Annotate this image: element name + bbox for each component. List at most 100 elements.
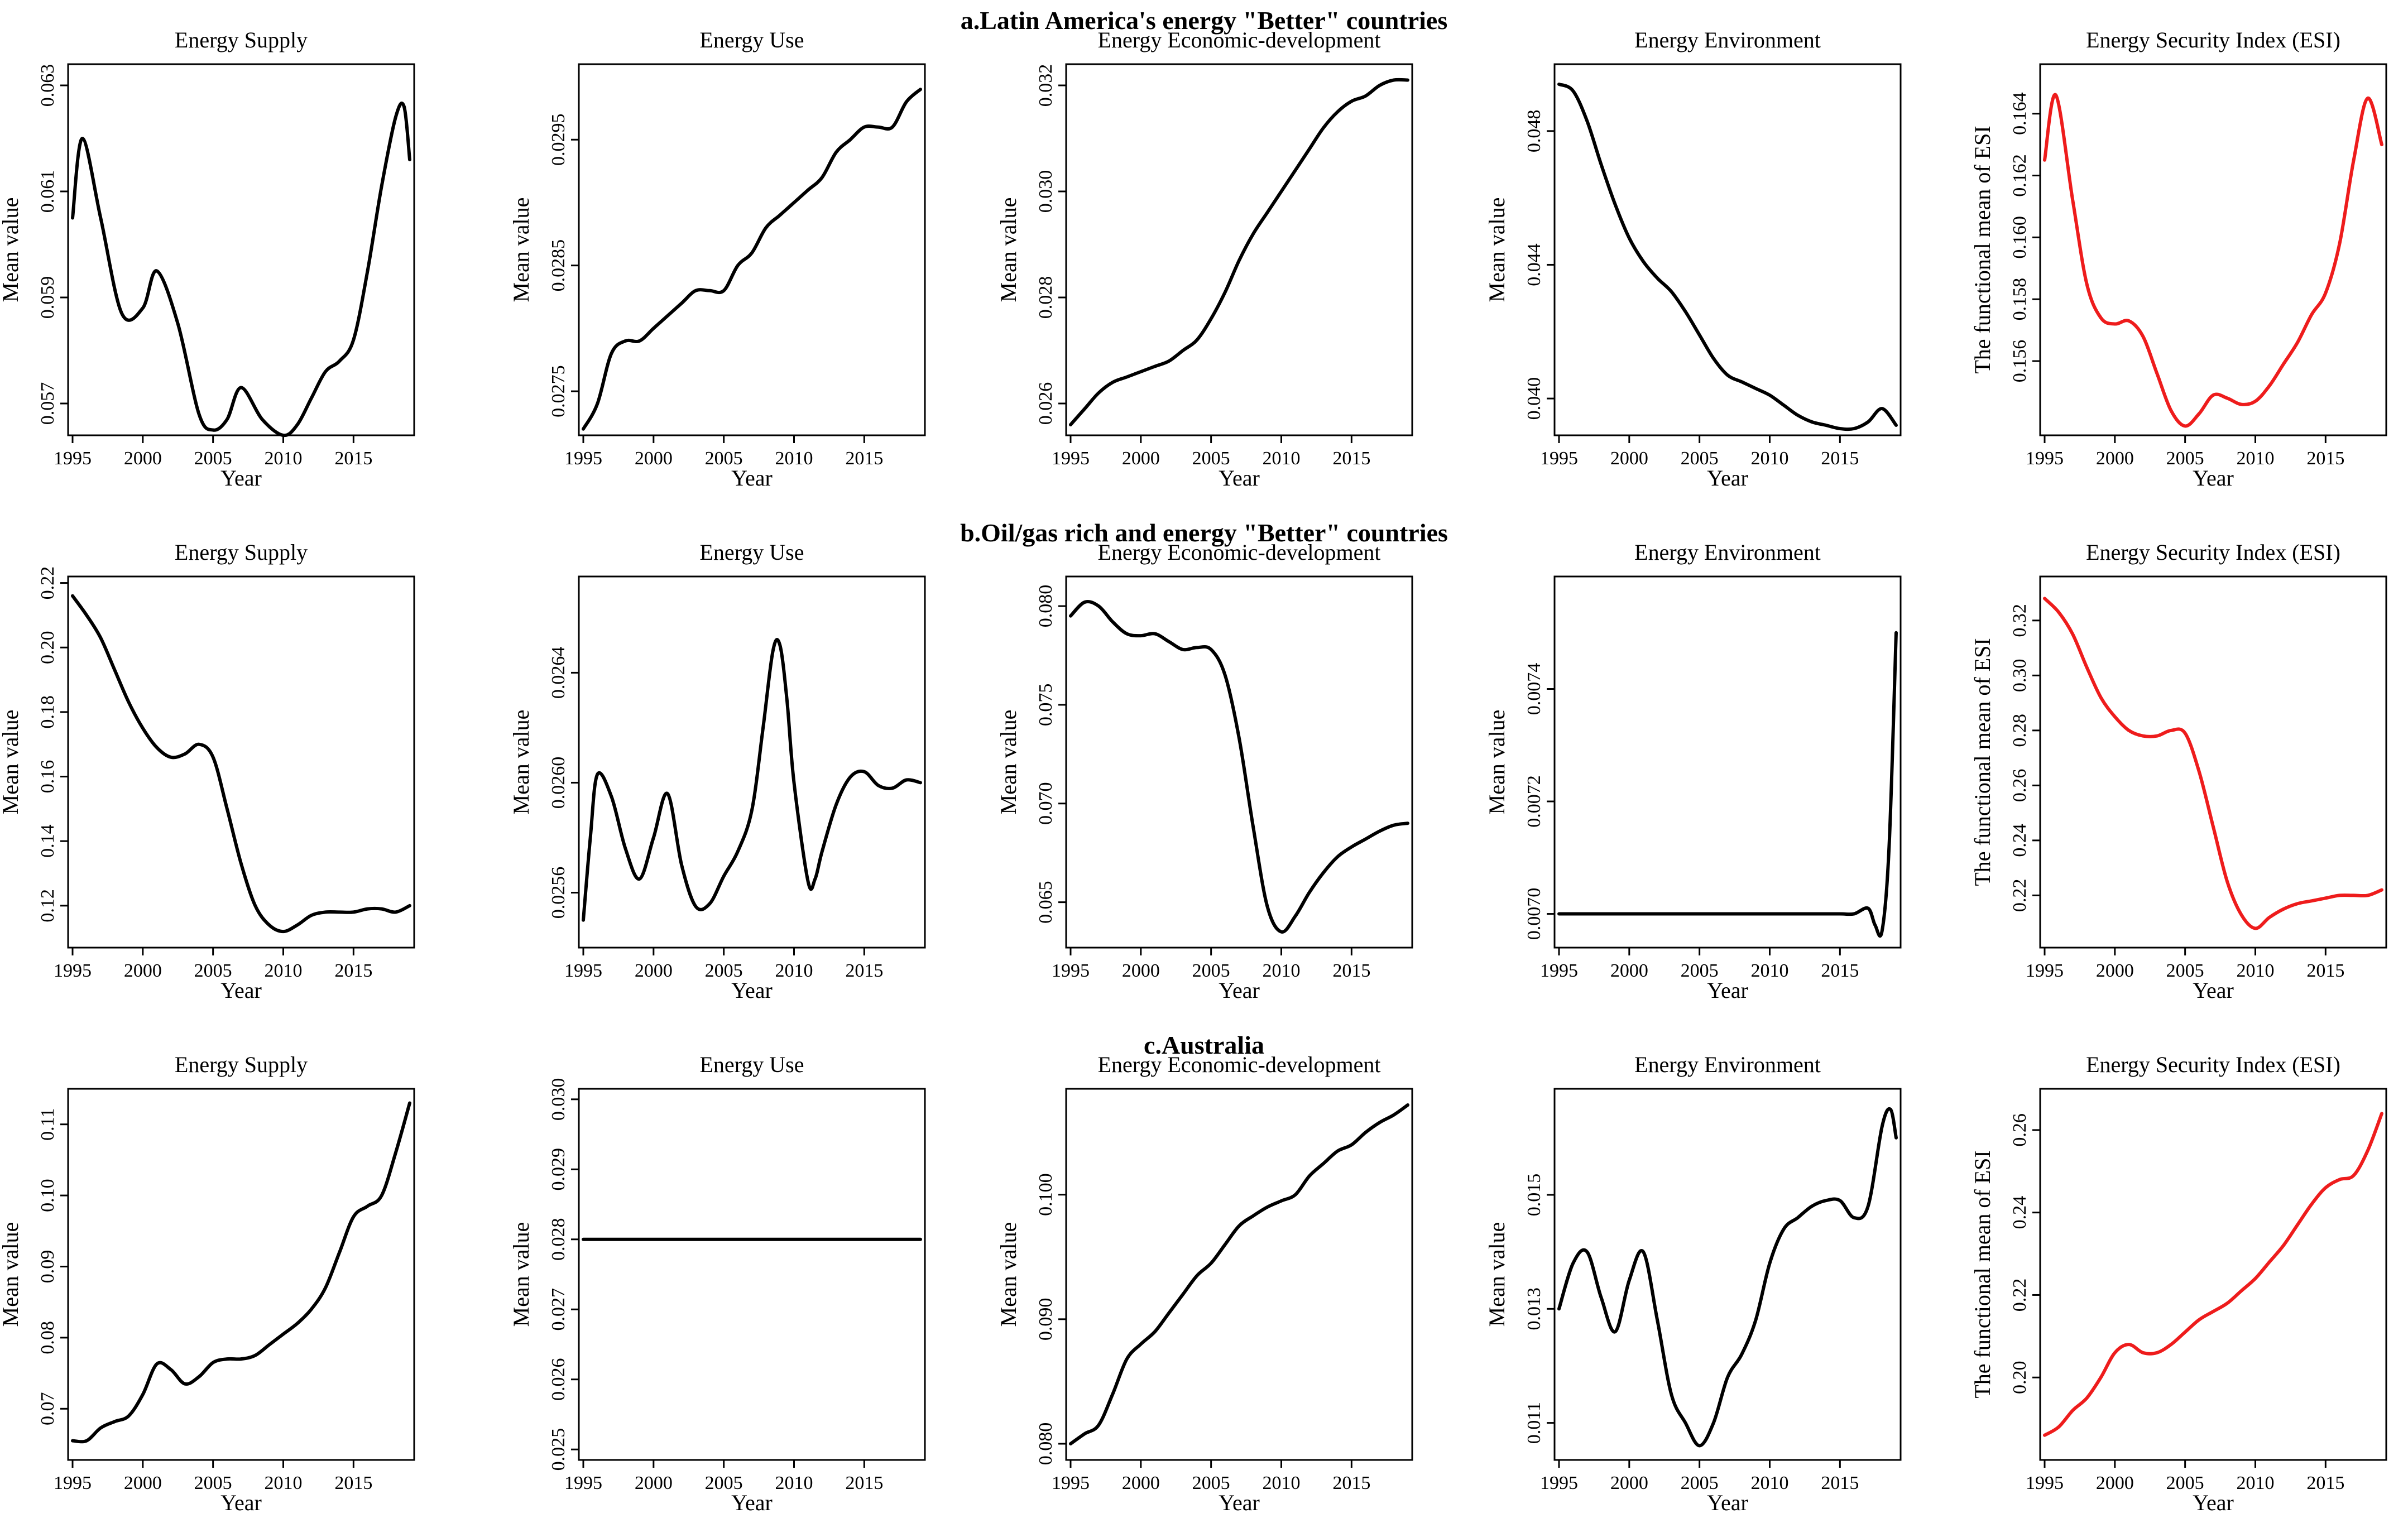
chart-svg: Energy Economic-development 1995 2000 2005 2… xyxy=(996,540,1413,1003)
y-tick-label: 0.0285 xyxy=(548,239,569,292)
row-title-c: c.Australia xyxy=(1144,1031,1264,1059)
y-axis-label: Mean value xyxy=(509,1222,534,1327)
y-tick-label: 0.158 xyxy=(2009,278,2030,320)
x-tick-label: 1995 xyxy=(54,1473,92,1493)
y-tick-label: 0.08 xyxy=(37,1321,58,1354)
chart-svg: Energy Environment 1995 2000 2005 2010 2015 Ye… xyxy=(1484,27,1902,491)
x-tick-label: 2005 xyxy=(1192,1473,1230,1493)
x-tick-label: 2015 xyxy=(1332,960,1370,981)
y-tick-label: 0.065 xyxy=(1035,881,1056,924)
panel-title: Energy Supply xyxy=(175,27,308,52)
y-axis-label: The functional mean of ESI xyxy=(1970,638,1995,886)
plot-frame xyxy=(1065,63,1413,436)
chart-svg: Energy Use 1995 2000 2005 2010 2015 Year 0.0275… xyxy=(509,27,926,491)
x-tick-label: 2005 xyxy=(194,448,232,469)
x-tick-label: 1995 xyxy=(1052,448,1090,469)
x-tick-label: 2015 xyxy=(845,960,883,981)
row-title-a: a.Latin America's energy "Better" countr… xyxy=(960,6,1448,35)
panel-title: Energy Security Index (ESI) xyxy=(2086,540,2340,565)
series-line xyxy=(1069,78,1409,426)
x-tick-label: 1995 xyxy=(564,1473,602,1493)
y-tick-label: 0.26 xyxy=(2009,769,2030,803)
x-tick-label: 2015 xyxy=(845,448,883,469)
x-tick-label: 2005 xyxy=(194,960,232,981)
row-title-b: b.Oil/gas rich and energy "Better" count… xyxy=(960,518,1448,547)
panel-title: Energy Supply xyxy=(175,1052,308,1077)
y-tick-label: 0.080 xyxy=(1035,1423,1056,1466)
x-tick-label: 1995 xyxy=(2026,448,2064,469)
panel-title: Energy Economic-development xyxy=(1098,1052,1381,1077)
y-axis-label: Mean value xyxy=(1484,198,1509,302)
series-line xyxy=(71,1101,411,1444)
x-tick-label: 2010 xyxy=(2237,960,2275,981)
series-line xyxy=(1069,600,1409,934)
x-tick-label: 2000 xyxy=(2096,1473,2134,1493)
y-tick-label: 0.14 xyxy=(37,824,58,858)
x-tick-label: 2005 xyxy=(2166,448,2204,469)
y-tick-label: 0.11 xyxy=(37,1108,58,1141)
x-tick-label: 2000 xyxy=(1122,960,1160,981)
x-axis-label: Year xyxy=(2193,1490,2234,1515)
y-tick-label: 0.070 xyxy=(1035,782,1056,825)
plot-frame xyxy=(1065,575,1413,949)
y-tick-label: 0.10 xyxy=(37,1179,58,1212)
x-tick-label: 2010 xyxy=(2237,448,2275,469)
panel-a-2: Energy Use 1995 2000 2005 2010 2015 Year 0.0275… xyxy=(495,25,953,491)
series-line xyxy=(582,88,922,431)
x-tick-label: 2010 xyxy=(265,448,303,469)
y-tick-label: 0.162 xyxy=(2009,154,2030,197)
x-tick-label: 2015 xyxy=(334,448,372,469)
y-axis-label: Mean value xyxy=(0,198,23,302)
y-tick-label: 0.040 xyxy=(1524,377,1544,420)
x-tick-label: 2005 xyxy=(194,1473,232,1493)
x-axis-label: Year xyxy=(731,978,773,1003)
chart-svg: Energy Environment 1995 2000 2005 2010 2015 Ye… xyxy=(1484,540,1902,1003)
panel-a-3: Energy Economic-development 1995 2000 2005 2… xyxy=(982,25,1440,491)
y-tick-label: 0.030 xyxy=(548,1078,569,1121)
y-tick-label: 0.22 xyxy=(37,566,58,600)
panel-title: Energy Environment xyxy=(1634,27,1821,52)
y-tick-label: 0.011 xyxy=(1524,1402,1544,1444)
x-tick-label: 1995 xyxy=(1540,960,1578,981)
y-tick-label: 0.090 xyxy=(1035,1298,1056,1341)
x-tick-label: 2015 xyxy=(334,960,372,981)
chart-svg: Energy Economic-development 1995 2000 2005 2… xyxy=(996,27,1413,491)
chart-svg: Energy Supply 1995 2000 2005 2010 2015 Year 0.0… xyxy=(0,27,415,491)
x-axis-label: Year xyxy=(220,465,262,491)
x-tick-label: 1995 xyxy=(2026,1473,2064,1493)
x-tick-label: 1995 xyxy=(564,448,602,469)
chart-svg: Energy Economic-development 1995 2000 2005 2… xyxy=(996,1052,1413,1515)
y-tick-label: 0.160 xyxy=(2009,216,2030,259)
x-tick-label: 2000 xyxy=(124,960,162,981)
panel-b-3: Energy Economic-development 1995 2000 2005 2… xyxy=(982,537,1440,1003)
y-tick-label: 0.30 xyxy=(2009,659,2030,692)
y-tick-label: 0.032 xyxy=(1035,64,1056,107)
y-axis-label: The functional mean of ESI xyxy=(1970,1150,1995,1398)
y-tick-label: 0.18 xyxy=(37,695,58,729)
x-tick-label: 2015 xyxy=(2306,448,2344,469)
x-tick-label: 2000 xyxy=(1610,960,1648,981)
y-tick-label: 0.24 xyxy=(2009,824,2030,857)
x-axis-label: Year xyxy=(1707,978,1748,1003)
series-line xyxy=(2043,597,2383,930)
panel-title: Energy Security Index (ESI) xyxy=(2086,1052,2340,1077)
x-tick-label: 2015 xyxy=(1821,448,1859,469)
y-tick-label: 0.28 xyxy=(2009,714,2030,747)
y-axis-label: Mean value xyxy=(996,710,1021,815)
y-axis-label: Mean value xyxy=(509,710,534,815)
plot-frame xyxy=(2039,1088,2387,1461)
y-axis-label: Mean value xyxy=(996,1222,1021,1327)
plot-frame xyxy=(1065,1088,1413,1461)
x-tick-label: 2015 xyxy=(334,1473,372,1493)
series-line xyxy=(2043,93,2383,428)
y-tick-label: 0.09 xyxy=(37,1250,58,1284)
x-tick-label: 2015 xyxy=(2306,960,2344,981)
y-tick-label: 0.12 xyxy=(37,889,58,923)
plot-frame xyxy=(1553,575,1902,949)
x-tick-label: 2010 xyxy=(1751,448,1789,469)
x-tick-label: 2000 xyxy=(635,960,673,981)
y-tick-label: 0.044 xyxy=(1524,243,1544,286)
panel-a-1: Energy Supply 1995 2000 2005 2010 2015 Year 0.0… xyxy=(0,25,442,491)
x-tick-label: 2015 xyxy=(1332,448,1370,469)
y-axis-label: Mean value xyxy=(1484,710,1509,815)
